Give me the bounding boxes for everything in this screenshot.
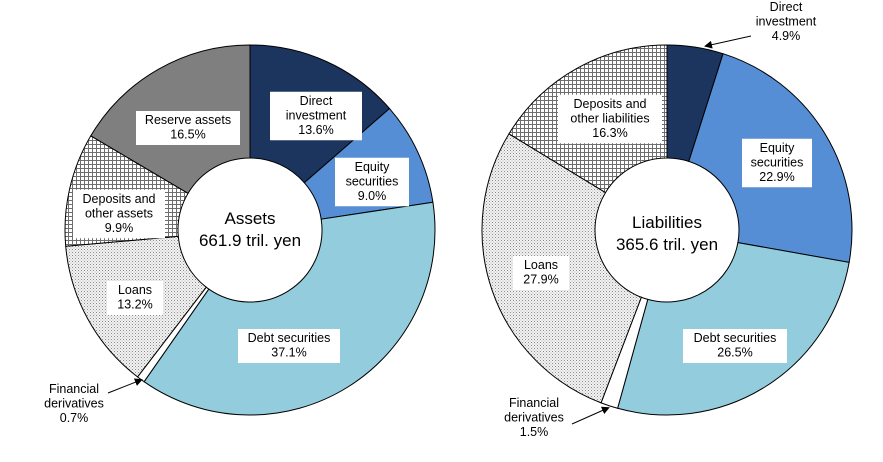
slice-name-label: securities bbox=[346, 174, 399, 188]
slice-value-label: 0.7% bbox=[60, 411, 89, 425]
slice-value-label: 22.9% bbox=[759, 170, 794, 184]
slice-value-label: 9.0% bbox=[358, 189, 387, 203]
slice-name-label: investment bbox=[756, 14, 817, 28]
slice-name-label: Deposits and bbox=[83, 192, 156, 206]
slice-name-label: Loans bbox=[524, 258, 558, 272]
center-title: Liabilities bbox=[632, 213, 702, 232]
slice-debt-securities bbox=[617, 242, 850, 416]
label-box bbox=[136, 111, 240, 145]
center-value: 661.9 tril. yen bbox=[199, 231, 301, 250]
label-box bbox=[742, 138, 812, 188]
label-box bbox=[238, 329, 340, 363]
callout-arrow bbox=[704, 35, 752, 49]
slice-name-label: Direct bbox=[300, 94, 333, 108]
label-box bbox=[558, 94, 662, 144]
slice-value-label: 13.6% bbox=[298, 123, 333, 137]
slice-name-label: Loans bbox=[118, 283, 152, 297]
slice-value-label: 16.5% bbox=[170, 128, 205, 142]
slice-name-label: Deposits and bbox=[574, 97, 647, 111]
slice-value-label: 16.3% bbox=[592, 126, 627, 140]
slice-name-label: Reserve assets bbox=[145, 113, 231, 127]
slice-value-label: 26.5% bbox=[717, 346, 752, 360]
label-box bbox=[335, 157, 409, 207]
slice-name-label: Debt securities bbox=[694, 331, 777, 345]
slice-value-label: 4.9% bbox=[772, 29, 801, 43]
slice-name-label: other liabilities bbox=[570, 111, 649, 125]
slice-debt-securities bbox=[143, 201, 436, 416]
slice-name-label: securities bbox=[751, 155, 804, 169]
callout-arrow bbox=[107, 378, 143, 394]
slice-name-label: Equity bbox=[760, 141, 795, 155]
label-box bbox=[513, 256, 569, 290]
center-value: 365.6 tril. yen bbox=[616, 235, 718, 254]
slice-name-label: derivatives bbox=[44, 396, 104, 410]
slice-name-label: derivatives bbox=[504, 410, 564, 424]
center-title: Assets bbox=[224, 209, 275, 228]
label-box bbox=[270, 91, 362, 141]
label-box bbox=[73, 189, 165, 239]
callout-arrow bbox=[571, 406, 610, 425]
slice-name-label: Financial bbox=[49, 382, 99, 396]
label-box bbox=[683, 329, 787, 363]
slice-name-label: Equity bbox=[355, 160, 390, 174]
slice-name-label: Debt securities bbox=[248, 331, 331, 345]
slice-value-label: 37.1% bbox=[271, 346, 306, 360]
slice-name-label: other assets bbox=[85, 206, 153, 220]
liabilities-donut: Liabilities 365.6 tril. yen Directinvestme… bbox=[481, 0, 853, 439]
slice-value-label: 9.9% bbox=[105, 221, 134, 235]
slice-name-label: Direct bbox=[770, 0, 803, 14]
label-box bbox=[107, 281, 163, 315]
slice-value-label: 1.5% bbox=[520, 425, 549, 439]
slice-value-label: 13.2% bbox=[117, 298, 152, 312]
slice-name-label: Financial bbox=[509, 396, 559, 410]
slice-name-label: investment bbox=[286, 108, 347, 122]
slice-value-label: 27.9% bbox=[523, 273, 558, 287]
